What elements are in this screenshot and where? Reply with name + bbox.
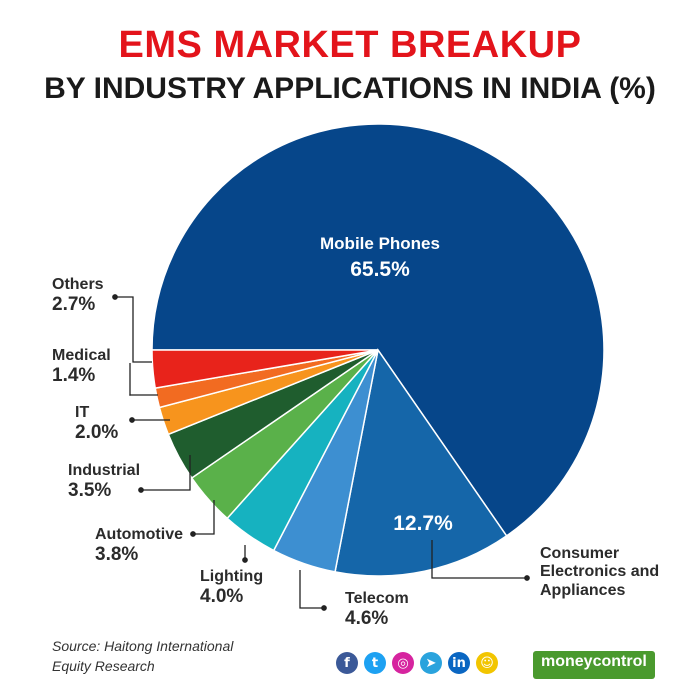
label-consumer-line3: Appliances bbox=[540, 581, 626, 599]
label-telecom-value: 4.6% bbox=[345, 608, 389, 630]
label-others: Others 2.7% bbox=[52, 276, 104, 316]
social-icons: f t ◎ ➤ in ☺ bbox=[336, 652, 498, 676]
label-it-name: IT bbox=[75, 404, 90, 421]
leader-line-industrial bbox=[141, 455, 191, 491]
chart-subtitle: BY INDUSTRY APPLICATIONS IN INDIA (%) bbox=[44, 72, 656, 105]
leader-line-others bbox=[115, 296, 152, 363]
leader-dot-lighting bbox=[242, 557, 248, 563]
leader-dot-industrial bbox=[138, 487, 144, 493]
label-consumer-value: 12.7% bbox=[383, 512, 463, 536]
label-consumer-line2: Electronics and bbox=[540, 563, 660, 581]
label-automotive: Automotive 3.8% bbox=[95, 526, 183, 566]
leader-dot-it bbox=[129, 417, 135, 423]
label-lighting: Lighting 4.0% bbox=[200, 568, 263, 608]
instagram-icon[interactable]: ◎ bbox=[392, 652, 414, 674]
leader-lines bbox=[112, 294, 530, 611]
label-mobile-phones: Mobile Phones 65.5% bbox=[300, 234, 460, 282]
pie-slices bbox=[151, 123, 605, 577]
moneycontrol-logo[interactable]: moneycontrol bbox=[533, 651, 655, 679]
label-industrial: Industrial 3.5% bbox=[68, 462, 140, 502]
label-industrial-name: Industrial bbox=[68, 462, 141, 479]
label-telecom: Telecom 4.6% bbox=[345, 590, 409, 630]
pie-slice-mobile-phones bbox=[151, 123, 605, 537]
label-consumer-value-text: 12.7% bbox=[393, 512, 453, 535]
label-industrial-value: 3.5% bbox=[68, 480, 112, 502]
label-consumer: Consumer Electronics and Appliances bbox=[540, 545, 659, 600]
label-mobile-phones-value: 65.5% bbox=[350, 257, 410, 281]
label-it-value: 2.0% bbox=[75, 422, 119, 444]
label-automotive-name: Automotive bbox=[95, 526, 183, 543]
pie-slice-consumer-electronics-and-appliances bbox=[334, 348, 508, 577]
label-others-value: 2.7% bbox=[52, 294, 96, 316]
label-lighting-value: 4.0% bbox=[200, 586, 244, 608]
facebook-icon[interactable]: f bbox=[336, 652, 358, 674]
source-note: Source: Haitong International Equity Res… bbox=[52, 636, 292, 677]
telegram-icon[interactable]: ➤ bbox=[420, 652, 442, 674]
label-consumer-line1: Consumer bbox=[540, 545, 620, 562]
label-medical-value: 1.4% bbox=[52, 365, 96, 387]
chart-title: EMS MARKET BREAKUP bbox=[118, 24, 582, 66]
leader-line-consumer bbox=[431, 540, 527, 579]
source-line-1: Source: Haitong International bbox=[52, 638, 234, 654]
label-telecom-name: Telecom bbox=[345, 590, 409, 607]
leader-dot-automotive bbox=[190, 531, 196, 537]
label-mobile-phones-name: Mobile Phones bbox=[320, 234, 440, 253]
snapchat-icon[interactable]: ☺ bbox=[476, 652, 498, 674]
leader-dot-telecom bbox=[321, 605, 327, 611]
label-it: IT 2.0% bbox=[75, 404, 118, 444]
leader-dot-consumer bbox=[524, 575, 530, 581]
label-automotive-value: 3.8% bbox=[95, 544, 139, 566]
source-line-2: Equity Research bbox=[52, 658, 155, 675]
label-lighting-name: Lighting bbox=[200, 568, 264, 585]
twitter-icon[interactable]: t bbox=[364, 652, 386, 674]
leader-line-telecom bbox=[299, 570, 324, 609]
label-others-name: Others bbox=[52, 276, 104, 293]
label-medical: Medical 1.4% bbox=[52, 347, 111, 387]
leader-line-automotive bbox=[193, 500, 215, 535]
leader-dot-others bbox=[112, 294, 118, 300]
linkedin-icon[interactable]: in bbox=[448, 652, 470, 674]
label-medical-name: Medical bbox=[52, 347, 111, 364]
pie-slice-others bbox=[151, 349, 379, 389]
